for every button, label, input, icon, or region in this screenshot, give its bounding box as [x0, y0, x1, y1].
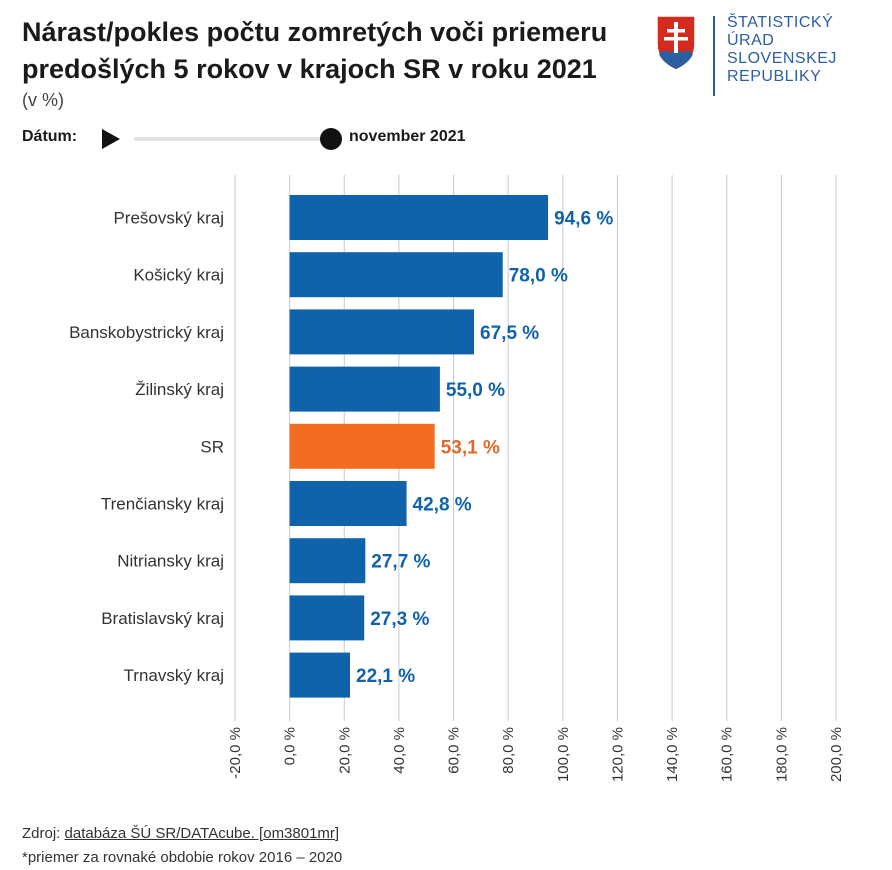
x-tick-label: -20,0 %	[227, 727, 244, 779]
value-label: 42,8 %	[413, 495, 472, 516]
logo-text: ŠTATISTICKÝ ÚRAD SLOVENSKEJ REPUBLIKY	[727, 14, 837, 86]
category-label: Bratislavský kraj	[101, 609, 224, 628]
value-label: 78,0 %	[509, 266, 568, 287]
chart-subtitle: (v %)	[22, 90, 64, 110]
x-tick-label: 100,0 %	[555, 727, 572, 782]
bar[interactable]	[289, 481, 407, 526]
category-label: Žilinský kraj	[135, 380, 224, 399]
category-label: Nitriansky kraj	[117, 552, 224, 571]
value-label: 55,0 %	[446, 380, 505, 401]
bar[interactable]	[289, 309, 475, 355]
bar[interactable]	[289, 652, 351, 698]
x-tick-label: 40,0 %	[391, 727, 408, 774]
value-label: 22,1 %	[356, 666, 415, 687]
bars	[289, 195, 549, 698]
bar[interactable]	[289, 252, 503, 298]
bar[interactable]	[289, 195, 549, 240]
logo-line-1: ŠTATISTICKÝ	[727, 14, 834, 31]
date-control: Dátum: november 2021	[22, 128, 522, 150]
date-value: november 2021	[349, 128, 466, 145]
statistical-office-logo: ŠTATISTICKÝ ÚRAD SLOVENSKEJ REPUBLIKY	[655, 14, 855, 96]
x-tick-label: 60,0 %	[446, 727, 463, 774]
logo-line-2: ÚRAD	[727, 32, 775, 49]
value-label: 67,5 %	[480, 323, 539, 344]
value-label: 94,6 %	[554, 209, 613, 230]
x-tick-label: 120,0 %	[609, 727, 626, 782]
category-label: Košický kraj	[133, 266, 224, 285]
play-icon	[102, 129, 120, 149]
bar[interactable]	[289, 595, 365, 641]
source-link[interactable]: databáza ŠÚ SR/DATAcube. [om3801mr]	[64, 825, 340, 842]
source-prefix: Zdroj:	[22, 825, 65, 842]
bar-chart: Prešovský kraj Košický kraj Banskobystrick…	[69, 175, 845, 782]
date-label: Dátum:	[22, 128, 78, 145]
category-labels: Prešovský kraj Košický kraj Banskobystrick…	[69, 209, 224, 686]
x-tick-label: 160,0 %	[719, 727, 736, 782]
x-tick-label: 0,0 %	[282, 727, 299, 765]
date-slider-handle[interactable]	[320, 128, 342, 150]
x-tick-label: 140,0 %	[664, 727, 681, 782]
category-label: Prešovský kraj	[113, 209, 224, 228]
chart-title: Nárast/pokles počtu zomretých voči priem…	[22, 17, 608, 84]
bar[interactable]	[289, 366, 440, 412]
x-tick-label: 180,0 %	[773, 727, 790, 782]
category-label: SR	[200, 437, 224, 456]
x-tick-label: 200,0 %	[828, 727, 845, 782]
logo-line-3: SLOVENSKEJ	[727, 50, 837, 67]
bar[interactable]	[289, 538, 366, 584]
category-label: Trnavský kraj	[124, 666, 224, 685]
value-label: 27,7 %	[371, 552, 430, 573]
date-slider-track[interactable]	[134, 137, 334, 141]
coat-of-arms-icon	[656, 15, 696, 71]
logo-divider	[713, 16, 715, 96]
value-label: 27,3 %	[370, 609, 429, 630]
footnote: *priemer za rovnaké obdobie rokov 2016 –…	[22, 849, 343, 866]
x-axis-ticks: -20,0 % 0,0 % 20,0 % 40,0 % 60,0 % 80,0 % 100,…	[227, 727, 845, 782]
category-label: Banskobystrický kraj	[69, 323, 224, 342]
logo-line-4: REPUBLIKY	[727, 68, 822, 85]
value-label: 53,1 %	[441, 437, 500, 458]
play-button[interactable]	[100, 128, 122, 150]
bar[interactable]	[289, 423, 435, 469]
value-labels: 94,6 % 78,0 % 67,5 % 55,0 % 53,1 % 42,8 % 27,7…	[356, 209, 613, 688]
source-line: Zdroj: databáza ŠÚ SR/DATAcube. [om3801m…	[22, 822, 342, 846]
x-tick-label: 20,0 %	[336, 727, 353, 774]
category-label: Trenčiansky kraj	[101, 495, 224, 514]
x-tick-label: 80,0 %	[500, 727, 517, 774]
chart-footer: Zdroj: databáza ŠÚ SR/DATAcube. [om3801m…	[22, 822, 342, 870]
